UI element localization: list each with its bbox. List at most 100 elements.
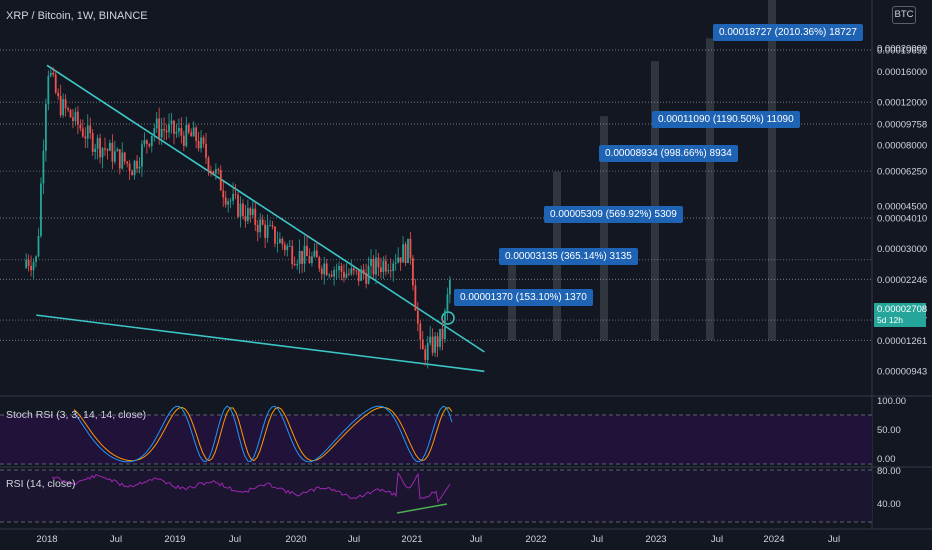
rsi-line	[51, 471, 451, 504]
candle-body	[380, 267, 382, 273]
candle-body	[404, 244, 407, 263]
candle-body	[81, 128, 84, 137]
time-tick-label: 2020	[285, 534, 306, 545]
candle-body	[136, 160, 138, 169]
candle-body	[325, 263, 328, 276]
candle-body	[377, 257, 380, 268]
candle-body	[441, 328, 444, 340]
candle-body	[210, 170, 212, 172]
candle-body	[141, 144, 143, 167]
candle-body	[335, 269, 338, 271]
candle-body	[446, 294, 449, 312]
candle-body	[126, 161, 129, 164]
candle-body	[402, 244, 404, 263]
candle-body	[185, 124, 188, 146]
candle-body	[338, 266, 340, 270]
price-tick-label: 0.00019651	[877, 46, 927, 57]
price-tick-label: 0.00012000	[877, 98, 927, 109]
candle-body	[343, 271, 345, 278]
candle-body	[254, 208, 257, 225]
candle-body	[293, 264, 296, 266]
candle-body	[448, 279, 451, 295]
candle-body	[286, 246, 289, 251]
candle-body	[94, 148, 97, 152]
countdown-value: 5d 12h	[877, 315, 903, 325]
candle-body	[32, 261, 35, 271]
candle-body	[25, 260, 28, 268]
price-tick-label: 0.00004010	[877, 213, 927, 224]
rsi-band	[0, 470, 872, 522]
time-tick-label: Jul	[110, 534, 122, 545]
falling-wedge-trendlines	[36, 64, 485, 373]
candle-body	[397, 257, 400, 263]
candle-body	[148, 143, 151, 147]
rsi-axis-label: 40.00	[877, 499, 901, 510]
candle-body	[145, 140, 148, 144]
candle-body	[182, 135, 185, 146]
candle-body	[345, 273, 348, 278]
candle-body	[192, 127, 195, 137]
candle-body	[214, 169, 217, 174]
candle-body	[355, 270, 358, 272]
candle-body	[330, 274, 333, 277]
candle-body	[367, 265, 370, 284]
candle-body	[187, 124, 190, 133]
candle-body	[158, 118, 161, 138]
candle-body	[279, 238, 281, 244]
breakout-marker	[441, 311, 455, 325]
candle-body	[153, 128, 156, 136]
candle-body	[291, 246, 294, 265]
time-tick-label: 2024	[763, 534, 784, 545]
candle-body	[207, 157, 210, 171]
candle-body	[222, 190, 225, 198]
candle-body	[116, 149, 119, 152]
candle-body	[168, 124, 170, 133]
candle-body	[190, 132, 193, 137]
candle-body	[109, 142, 111, 151]
time-tick-label: Jul	[348, 534, 360, 545]
candle-body	[444, 311, 446, 340]
rsi-title: RSI (14, close)	[6, 478, 76, 490]
candle-body	[234, 193, 237, 195]
candle-body	[288, 246, 291, 247]
stoch-axis-label: 0.00	[877, 454, 896, 465]
candle-body	[246, 208, 249, 222]
candle-body	[365, 273, 368, 284]
currency-badge[interactable]: BTC	[892, 6, 916, 24]
candle-body	[42, 150, 45, 184]
candlestick-series	[25, 67, 451, 369]
price-tick-label: 0.00016000	[877, 67, 927, 78]
candle-body	[281, 238, 284, 245]
candle-body	[249, 208, 252, 215]
candle-body	[138, 166, 141, 169]
price-tick-label: 0.00008000	[877, 140, 927, 151]
rsi-divergence-line	[396, 503, 448, 514]
candle-body	[429, 336, 432, 344]
candle-body	[328, 274, 331, 276]
candle-body	[301, 250, 303, 264]
candle-body	[202, 137, 205, 144]
candle-body	[409, 238, 412, 259]
lower-trendline	[36, 314, 485, 373]
candle-body	[320, 268, 323, 275]
candle-body	[113, 151, 116, 162]
candle-body	[431, 336, 434, 353]
candle-body	[333, 270, 335, 277]
candle-body	[232, 193, 234, 201]
price-tick-label: 0.00006250	[877, 167, 927, 178]
price-tick-label: 0.00000943	[877, 367, 927, 378]
candle-body	[219, 170, 222, 191]
candle-body	[271, 225, 274, 227]
candle-body	[170, 120, 173, 125]
candle-body	[323, 263, 326, 275]
candle-body	[419, 323, 422, 340]
candle-body	[276, 243, 279, 244]
candle-body	[57, 92, 60, 97]
candle-body	[72, 117, 74, 122]
target-label: 0.00008934 (998.66%) 8934	[599, 145, 738, 162]
candle-body	[37, 236, 40, 257]
candle-body	[251, 208, 254, 215]
candle-body	[64, 99, 67, 109]
rsi-pane	[0, 469, 872, 523]
